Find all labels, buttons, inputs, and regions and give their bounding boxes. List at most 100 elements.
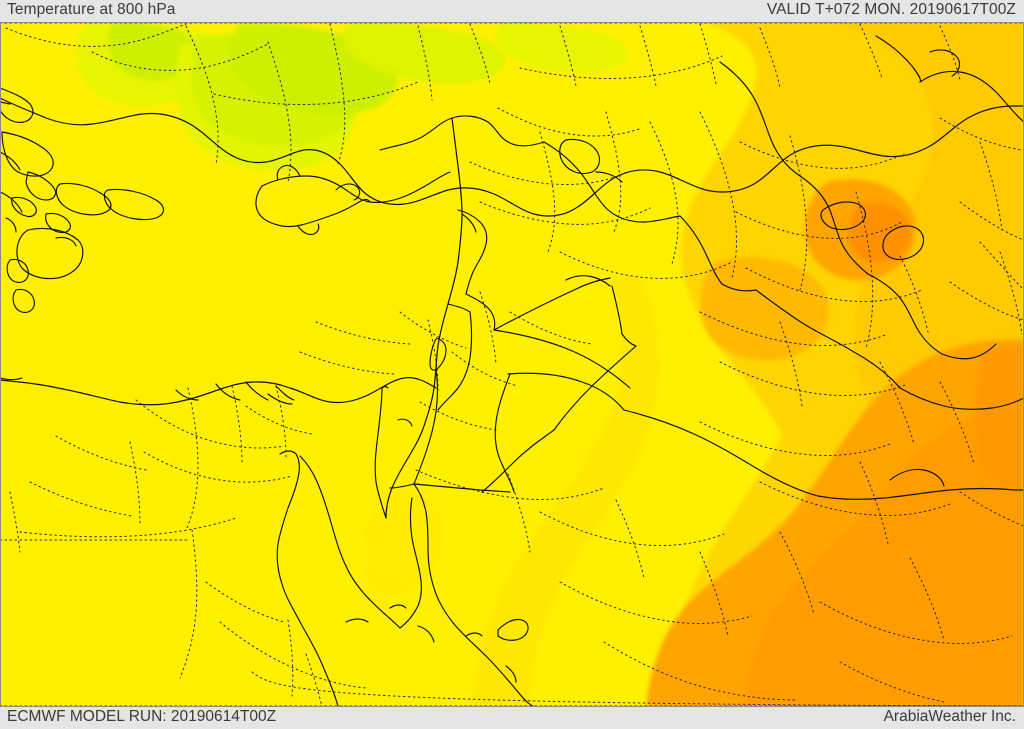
- coastline-island-a: [0, 151, 21, 171]
- footer-bar: ECMWF MODEL RUN: 20190614T00Z ArabiaWeat…: [0, 707, 1024, 729]
- border-israel-jordan-north: [437, 311, 473, 411]
- coastline-island-c: [55, 182, 112, 216]
- coastline-island-f: [11, 196, 37, 218]
- coastline-island-h: [5, 217, 17, 233]
- temperature-band-gold-sinai: [361, 490, 444, 596]
- coastline-redsea-detail-b: [389, 604, 407, 609]
- coastline-gulf-inlet: [497, 618, 529, 641]
- border-israel-jordan-rift: [413, 369, 439, 485]
- border-turkey-iran: [919, 70, 1024, 123]
- coastline-qatar: [889, 468, 945, 487]
- provider-credit: ArabiaWeather Inc.: [883, 708, 1016, 725]
- coastline-libya-east: [0, 377, 23, 381]
- temperature-field-svg: [0, 22, 1024, 707]
- border-jordan-syria-east: [565, 275, 611, 287]
- coastline-redsea-detail-c: [417, 625, 435, 643]
- coastlines-and-borders: [0, 35, 1024, 707]
- border-syria-iraq: [543, 141, 681, 223]
- coastline-egypt-mediterranean: [0, 377, 437, 406]
- coastline-aegean-w: [1, 131, 54, 177]
- valid-time-label: VALID T+072 MON. 20190617T00Z: [766, 1, 1016, 18]
- border-saudi-north: [623, 409, 819, 497]
- border-saudi-gulf-states: [817, 487, 1024, 500]
- temperature-band-deep-orange-zagros-core: [848, 202, 911, 263]
- coastline-cyprus-nw: [276, 164, 301, 181]
- coastline-delta-a: [175, 389, 199, 401]
- border-jordan-saudi-arc: [494, 373, 515, 493]
- border-saudi-jordan-sw: [481, 429, 555, 493]
- coastline-island-d: [103, 188, 165, 221]
- coastline-gulf-of-suez-west: [276, 450, 339, 707]
- temperature-band-cool-group: [0, 22, 1024, 172]
- border-jordan-iraq-north: [493, 329, 631, 389]
- water-lake-urmia: [882, 225, 925, 260]
- temperature-band-amber-central-iraq: [701, 257, 829, 361]
- coastline-cyprus-karpas: [335, 183, 361, 201]
- border-saudi-iraq-nw: [553, 345, 637, 431]
- coastline-island-i: [12, 288, 35, 313]
- border-egypt-gaza: [381, 385, 389, 389]
- coastline-delta-c: [245, 381, 269, 401]
- coastline-turkey-south: [0, 97, 1024, 217]
- border-syria-israel: [465, 293, 496, 331]
- border-iraq-sw: [721, 283, 757, 292]
- border-turkey-syria: [379, 115, 545, 151]
- border-israel-egypt-aqaba: [389, 483, 415, 489]
- border-turkey-iraq-east: [719, 61, 801, 177]
- border-jordan-syria-diagonal: [493, 277, 611, 331]
- border-egypt-israel: [374, 387, 387, 519]
- border-turkey-west: [0, 101, 11, 105]
- coastline-crete-detail: [55, 236, 77, 247]
- coastline-persian-gulf-north: [899, 387, 1024, 410]
- border-jordan-iraq-corner: [621, 333, 637, 347]
- border-iraq-west: [679, 215, 723, 285]
- border-israel-north: [447, 303, 471, 313]
- coastline-red-sea-east: [413, 483, 537, 707]
- water-dead-sea: [429, 337, 447, 371]
- coastline-cyprus-north: [261, 171, 451, 203]
- temperature-band-orange-south-arabia-inner: [744, 408, 1024, 707]
- coastline-delta-b: [215, 383, 241, 401]
- coastline-island-e: [0, 191, 23, 213]
- coastline-gulf-of-suez-east: [299, 455, 401, 629]
- river-euphrates-syria: [595, 171, 623, 183]
- coastline-delta-e: [275, 385, 295, 401]
- border-iraq-iran-south: [941, 343, 997, 360]
- coastline-bardawil: [397, 418, 413, 427]
- water-lake-urmia-nw: [929, 49, 961, 77]
- coastline-cyprus-south: [255, 185, 371, 228]
- temperature-band-palegreen-se-turkey: [343, 22, 506, 84]
- coastline-redsea-detail-e: [505, 665, 517, 683]
- border-saudi-jordan-horizontal: [413, 483, 511, 493]
- water-lake-van: [820, 201, 867, 231]
- coastline-aegean-nw: [0, 87, 34, 123]
- border-jordan-saudi-north: [507, 372, 625, 411]
- border-turkey-armenia: [875, 35, 922, 83]
- coastline-delta-d: [267, 393, 293, 405]
- border-lebanon-east: [457, 209, 488, 295]
- coastline-levant: [385, 117, 463, 519]
- temperature-map-canvas[interactable]: [0, 22, 1024, 707]
- coastline-island-b: [25, 171, 57, 201]
- coastline-cyprus-akrotiri: [297, 223, 320, 236]
- temperature-band-palegreen-ne-syria-edge: [494, 22, 628, 74]
- water-lake-assad: [559, 138, 601, 175]
- model-run-label: ECMWF MODEL RUN: 20190614T00Z: [7, 708, 277, 725]
- coastline-rhodes: [6, 258, 29, 283]
- coastline-redsea-detail-d: [465, 632, 483, 637]
- coastline-redsea-detail-a: [345, 618, 369, 623]
- border-iraq-iran-north: [799, 175, 869, 275]
- border-iraq-iran-mid: [867, 273, 943, 355]
- temperature-band-orange-gulf-coast: [975, 344, 1024, 492]
- coastline-island-g: [45, 212, 71, 234]
- border-lebanon-north: [461, 213, 477, 233]
- border-saudi-iraq-se: [755, 289, 901, 389]
- page-title: Temperature at 800 hPa: [7, 1, 176, 18]
- temperature-band-hot-group: [646, 179, 1024, 707]
- header-bar: Temperature at 800 hPa VALID T+072 MON. …: [0, 0, 1024, 22]
- temperature-band-westarabia-group: [361, 274, 660, 707]
- border-jordan-iraq-vertical: [611, 285, 623, 335]
- coastline-gulf-of-aqaba-west: [399, 497, 422, 629]
- temperature-band-gold-west-arabia: [470, 274, 660, 707]
